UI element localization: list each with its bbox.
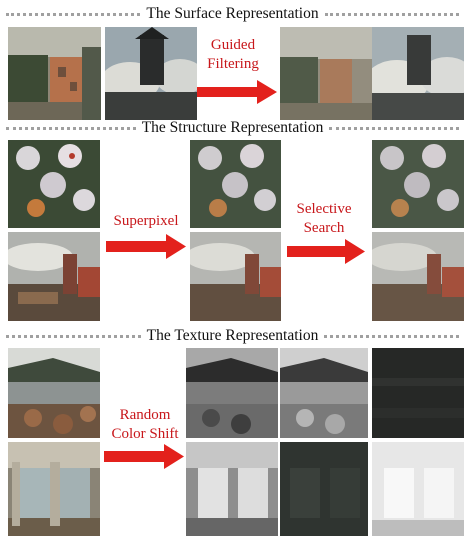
superpixel-image-city [190,232,281,321]
dotted-rule-right [324,334,459,338]
selective-search-arrow-icon [287,239,365,264]
superpixel-step-label: Superpixel [113,213,179,229]
dotted-rule-left [6,12,141,16]
color-shift-label-line1: Random [119,407,171,423]
structure-input-image-flowers [8,140,100,228]
surface-step-label: Guided Filtering [198,36,268,74]
surface-step-label-line1: Guided [210,37,256,53]
color-shift-step-label: Random Color Shift [100,406,190,444]
selective-search-label-line2: Search [303,220,345,236]
texture-section-title: The Texture Representation [146,327,319,344]
surface-input-image-tower [105,27,197,120]
surface-step-label-line2: Filtering [207,56,259,72]
texture-gray-image-arches-1 [186,442,278,536]
selective-search-image-city [372,232,464,321]
texture-gray-image-arches-3 [372,442,464,536]
superpixel-arrow-icon [106,234,186,259]
dotted-rule-left [6,334,141,338]
texture-gray-image-arches-2 [280,442,368,536]
structure-section-header: The Structure Representation [0,118,465,138]
surface-input-image-building [8,27,101,120]
texture-section-header: The Texture Representation [0,326,465,346]
surface-output-image-building [280,27,372,120]
superpixel-image-flowers [190,140,281,228]
surface-output-image-tower [372,27,464,120]
structure-input-image-city [8,232,100,321]
selective-search-step-label: Selective Search [284,200,364,238]
surface-section-header: The Surface Representation [0,4,465,24]
structure-section-title: The Structure Representation [141,119,324,136]
surface-section-title: The Surface Representation [146,5,319,22]
texture-input-image-seashore [8,348,100,438]
surface-arrow-icon [197,80,277,104]
selective-search-image-flowers [372,140,464,228]
dotted-rule-left [6,126,136,130]
selective-search-label-line1: Selective [296,201,352,217]
texture-gray-image-seashore-2 [280,348,368,438]
dotted-rule-right [324,12,459,16]
color-shift-label-line2: Color Shift [111,426,179,442]
texture-gray-image-seashore-3 [372,348,464,438]
texture-input-image-arches [8,442,100,536]
dotted-rule-right [329,126,460,130]
color-shift-arrow-icon [104,444,184,469]
texture-gray-image-seashore-1 [186,348,278,438]
